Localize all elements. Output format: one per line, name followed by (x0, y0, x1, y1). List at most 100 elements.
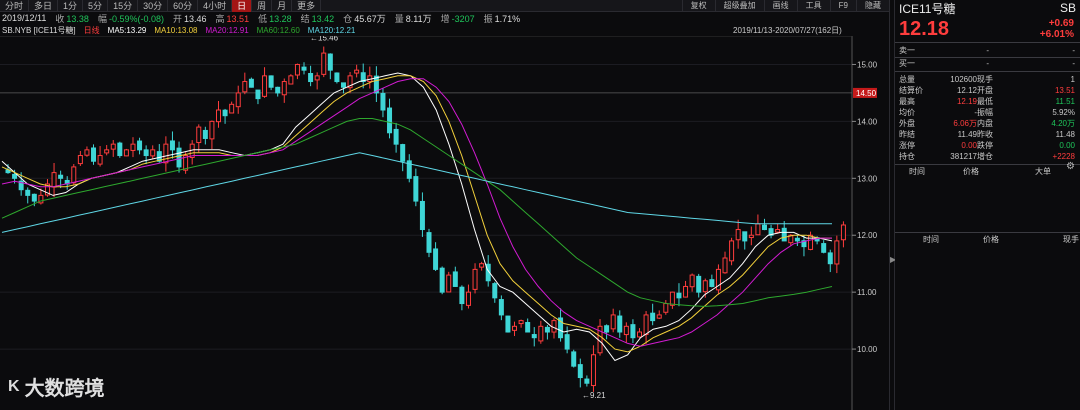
open-value: 13.46 (184, 13, 207, 24)
candle-body (110, 143, 116, 150)
candle-body (544, 326, 550, 333)
candle-body (584, 378, 590, 384)
ma120-legend: MA120:12.21 (307, 25, 356, 35)
timeframe-tab[interactable]: 多日 (29, 0, 59, 12)
candle-body (321, 52, 327, 75)
timeframe-tab[interactable]: 5分 (83, 0, 109, 12)
candle-body (808, 234, 814, 250)
header-time: 时间 (909, 167, 925, 176)
tick-header-hand: 现手 (1063, 235, 1079, 244)
stat-value: 5.92% (1052, 108, 1075, 117)
candle-body (176, 147, 182, 168)
buy-one-price: - (986, 59, 989, 68)
candle-body (617, 315, 623, 333)
candle-body (248, 78, 254, 88)
toolbar-button[interactable]: 复权 (681, 0, 715, 12)
candle-body (314, 75, 320, 81)
candle-body (12, 173, 18, 179)
candle-body (452, 271, 458, 287)
stat-label: 昨收 (977, 130, 993, 139)
high-annotation: ←15.46 (310, 36, 339, 42)
timeframe-tab[interactable]: 60分 (168, 0, 199, 12)
timeframe-tab[interactable]: 1分 (58, 0, 84, 12)
candle-body (156, 151, 162, 162)
stat-row: 持仓 381217 增仓 +2228 (895, 151, 1080, 162)
toolbar-button[interactable]: 工具 (796, 0, 830, 12)
toolbar-button[interactable]: F9 (829, 0, 856, 12)
candle-body (742, 231, 748, 242)
stat-label: 均价 (899, 108, 915, 117)
change-value: -0.59%(-0.08) (108, 13, 164, 24)
buy-one-row: 买一 - - (895, 58, 1080, 69)
candle-body (117, 142, 123, 157)
price-tag-box (853, 87, 877, 98)
candle-body (235, 92, 241, 108)
candle-body (347, 75, 353, 89)
timeframe-tab[interactable]: 月 (272, 0, 293, 12)
stat-value: - (974, 108, 977, 117)
collapse-arrow-icon[interactable]: ▶ (890, 255, 897, 264)
candle-body (123, 149, 129, 157)
candle-body (393, 128, 399, 145)
toolbar-button[interactable]: 画线 (763, 0, 797, 12)
buy-one-volume: - (1072, 59, 1075, 68)
candle-body (209, 120, 215, 140)
candle-body (459, 286, 465, 305)
candle-body (630, 324, 636, 339)
low-annotation: ←9.21 (582, 391, 606, 400)
timeframe-tab[interactable]: 30分 (138, 0, 169, 12)
timeframe-tab[interactable]: 周 (252, 0, 273, 12)
candle-body (262, 75, 268, 97)
candle-body (465, 291, 471, 306)
candle-body (761, 224, 767, 231)
candle-body (137, 140, 143, 151)
ma10-legend: MA10:13.08 (154, 25, 198, 35)
stat-row: 总量 102600 现手 1 (895, 74, 1080, 85)
settings-gear-icon[interactable]: ⚙ (1066, 161, 1075, 172)
toolbar-button[interactable]: 超级叠加 (714, 0, 764, 12)
candle-body (663, 303, 669, 313)
price-tag-label: 14.50 (856, 89, 877, 98)
timeframe-tab[interactable]: 分时 (0, 0, 30, 12)
candle-body (564, 334, 570, 350)
change-label: 幅 (97, 13, 107, 24)
toolbar-button[interactable]: 隐藏 (856, 0, 889, 12)
candle-body (676, 292, 682, 299)
watermark-logo: K 大数跨境 (8, 372, 105, 401)
last-price: 12.18 (899, 17, 950, 40)
stat-value: 12.12 (956, 86, 977, 95)
stat-row: 涨停 0.00 跌停 0.00 (895, 140, 1080, 151)
high-label: 高 (215, 13, 225, 24)
candle-body (419, 200, 425, 231)
candle-body (439, 267, 445, 293)
candle-body (702, 280, 708, 293)
timeframe-tab[interactable]: 日 (232, 0, 253, 12)
candle-body (426, 232, 432, 253)
high-value: 13.51 (226, 13, 250, 24)
stat-value: 11.48 (1055, 130, 1075, 139)
stat-value: 381217 (950, 152, 977, 161)
volume-label: 量 (394, 13, 404, 24)
logo-icon: K (8, 377, 20, 395)
candle-body (821, 243, 827, 253)
stat-label: 结算价 (899, 86, 923, 95)
candlestick-chart[interactable]: 15.00 14.00 13.00 12.00 11.00 10.00 14.50 ←15.4… (0, 36, 889, 410)
ma60-legend: MA60:12.60 (256, 25, 300, 35)
candle-body (91, 147, 97, 162)
low-label: 低 (258, 13, 268, 24)
stat-label: 最高 (899, 97, 915, 106)
amplitude-value: 1.71% (494, 13, 521, 24)
candle-body (538, 325, 544, 342)
candle-body (446, 274, 452, 293)
timeframe-tab[interactable]: 4小时 (198, 0, 233, 12)
stat-value: +2228 (1052, 152, 1075, 161)
candle-body (51, 172, 57, 188)
timeframe-tab[interactable]: 15分 (108, 0, 139, 12)
candle-body (512, 325, 518, 331)
timeframe-tab[interactable]: 更多 (292, 0, 322, 12)
daily-tag[interactable]: 日线 (83, 25, 100, 35)
candle-body (163, 143, 169, 164)
candle-body (781, 227, 787, 242)
candle-body (77, 155, 83, 165)
candle-body (479, 263, 485, 268)
